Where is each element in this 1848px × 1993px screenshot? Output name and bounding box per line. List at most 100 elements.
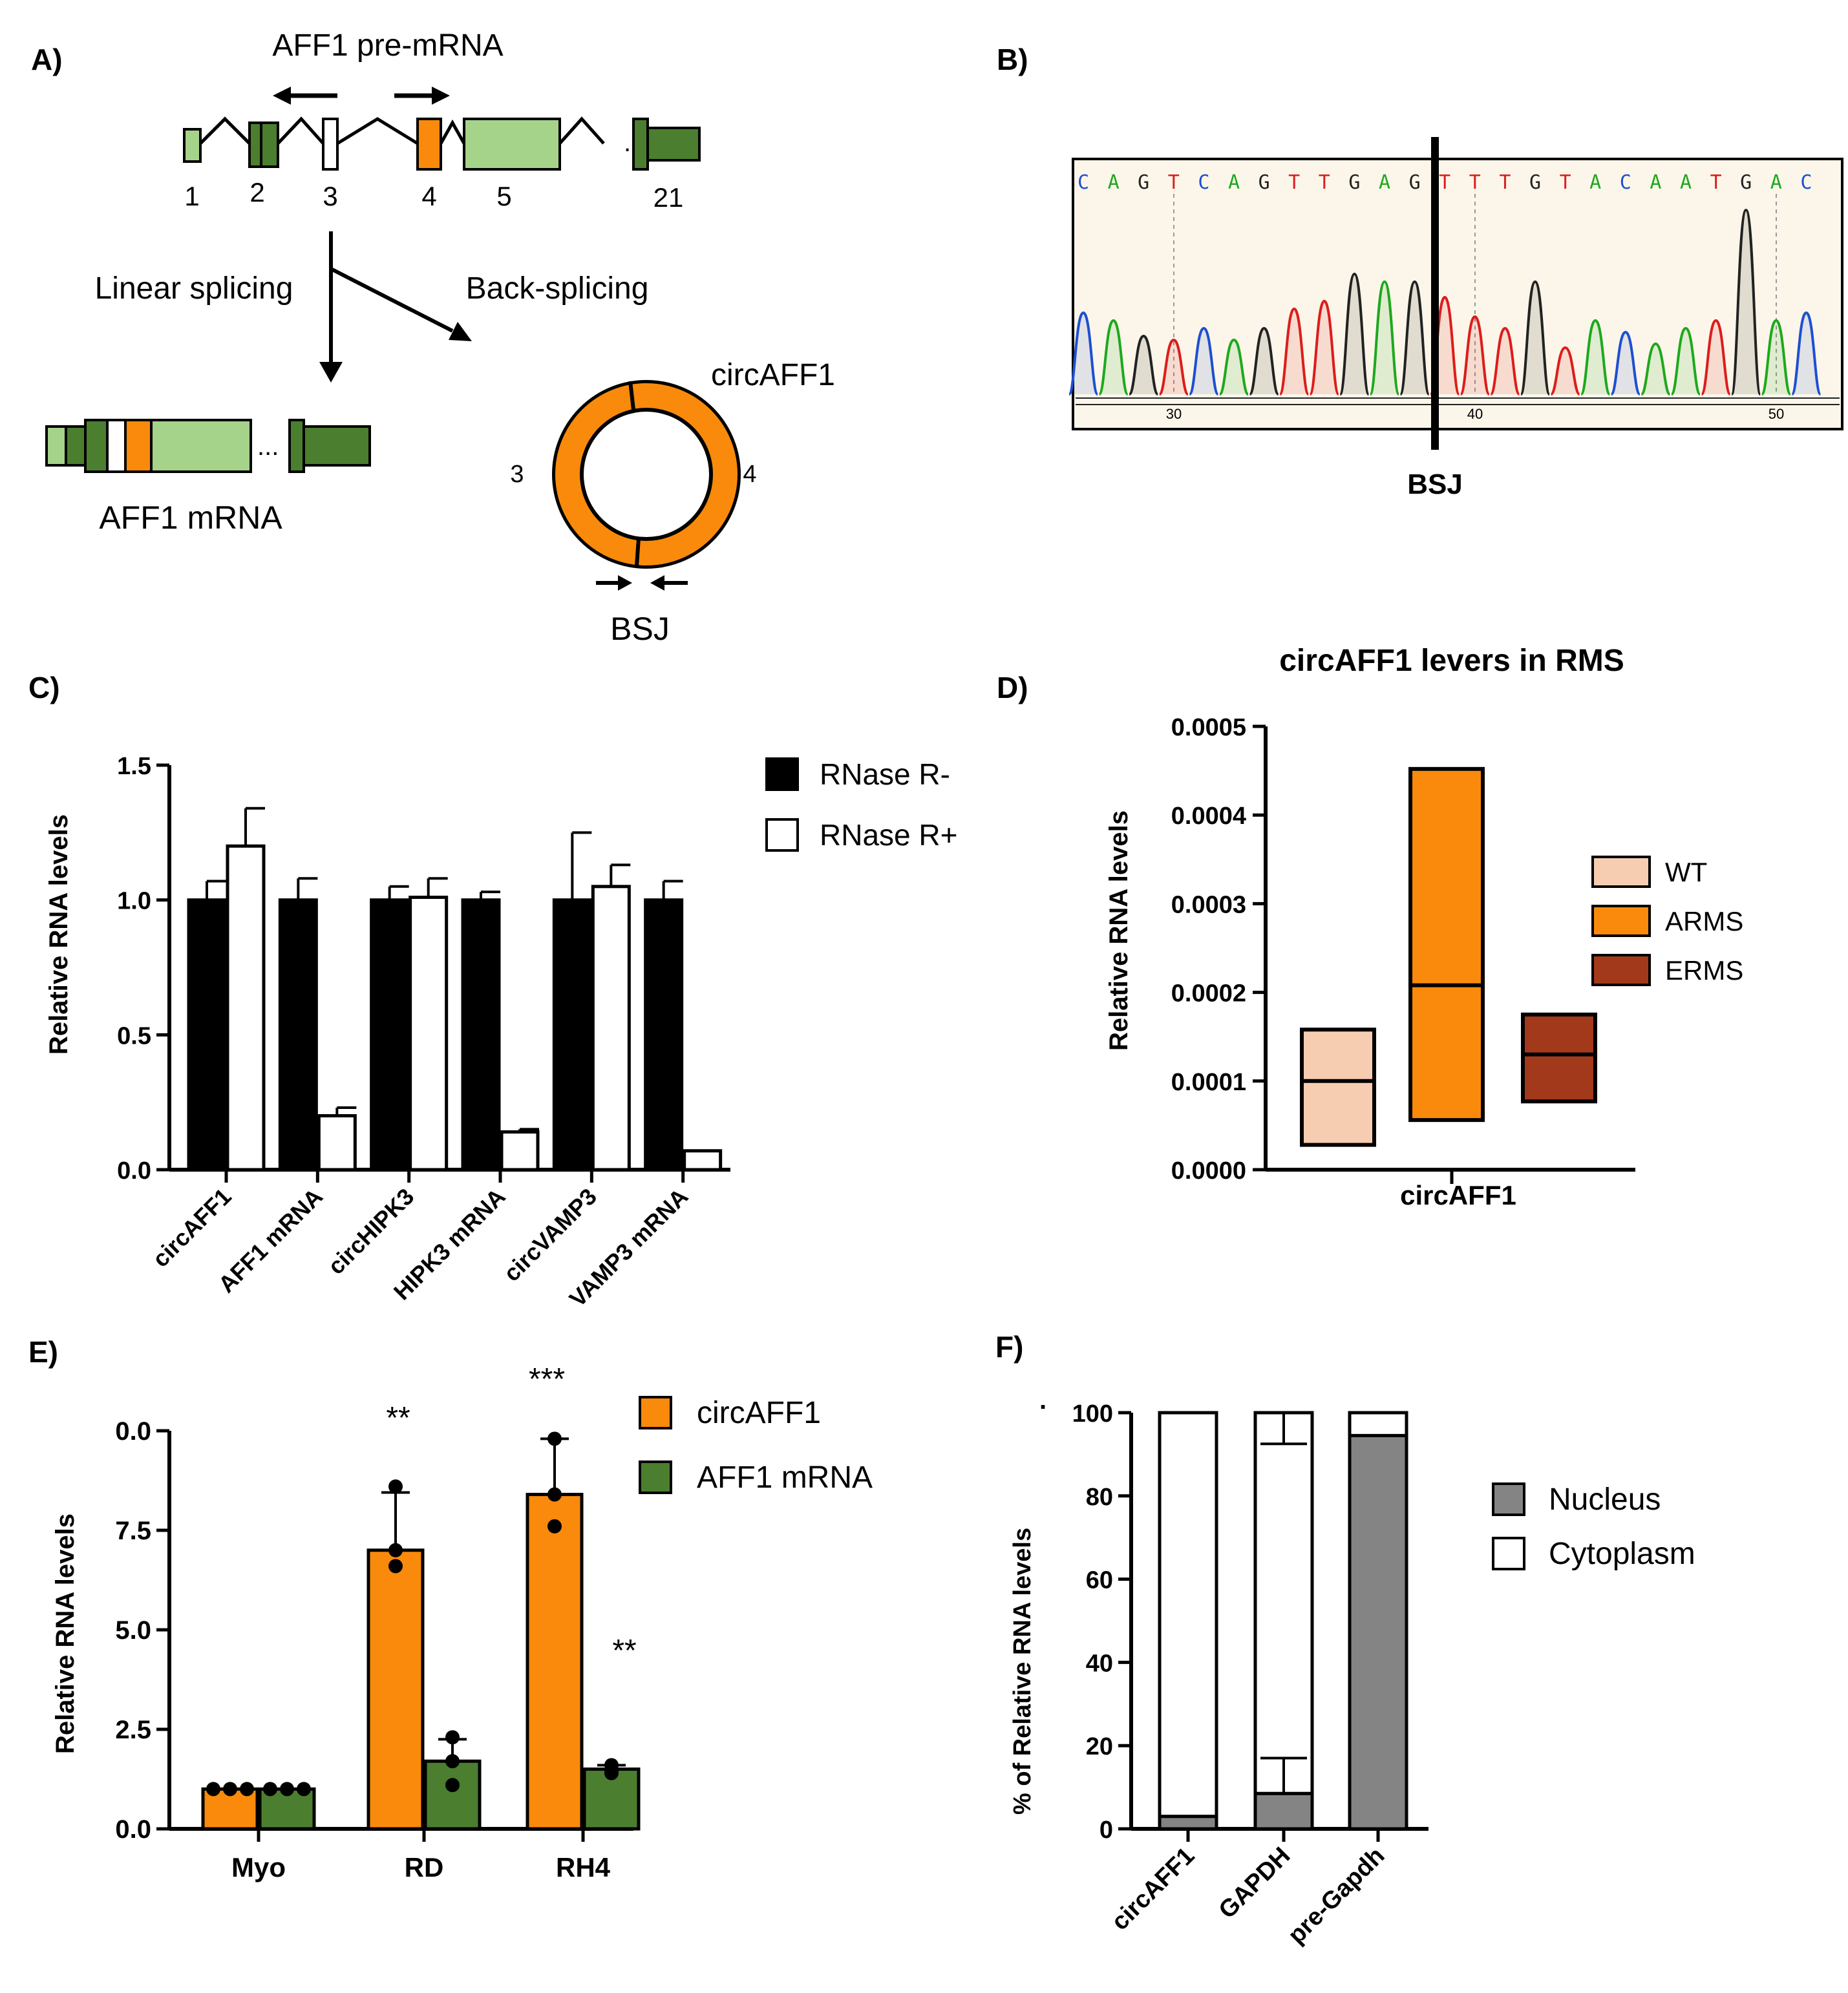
e-point-2-0-0 [547, 1431, 562, 1446]
sequence-base-1-C: C [1078, 171, 1089, 194]
panel-d-xlabel: circAFF1 [1400, 1180, 1516, 1210]
sequence-base-4-T: T [1168, 171, 1180, 194]
legend-label-rnase-plus: RNase R+ [820, 818, 957, 852]
panel-f-fractionation-chart: F) . % of Relative RNA levels 0 20 40 60 80 1… [995, 1330, 1695, 1949]
panel-e-bars: ******* [201, 1362, 641, 1831]
c-bar-VAMP3-mRNA-rnase-plus [683, 1149, 723, 1172]
e-ytick-label-4: 0.0 [115, 1417, 151, 1446]
trace-peak-15-T [1489, 326, 1521, 395]
sequence-base-15-T: T [1499, 171, 1511, 194]
exon-number-21: 21 [653, 182, 684, 213]
circaff1-ring-fill [555, 383, 738, 565]
sequence-base-6-A: A [1228, 171, 1240, 194]
bsj-label-a: BSJ [610, 611, 670, 647]
panel-e-label: E) [28, 1335, 58, 1369]
sequence-base-9-T: T [1319, 171, 1330, 194]
sequence-base-17-T: T [1560, 171, 1571, 194]
e-ytick-label-3: 7.5 [115, 1517, 151, 1545]
c-bar-circAFF1-rnase-minus [187, 898, 227, 1172]
mrna-exon-4 [124, 419, 153, 473]
panel-c-bars [187, 807, 723, 1172]
e-point-0-1-1 [280, 1782, 294, 1797]
mrna-exon-21-front [288, 419, 305, 473]
trace-peak-17-T [1549, 346, 1581, 395]
circ-exon-4-label: 4 [743, 461, 756, 488]
sequence-base-25-C: C [1800, 171, 1812, 194]
f-ytick-label-4: 80 [1086, 1484, 1113, 1511]
c-bar-HIPK3-mRNA-rnase-plus [500, 1130, 540, 1172]
circ-exon-3-label: 3 [510, 461, 524, 488]
e-point-0-0-0 [206, 1782, 220, 1797]
e-xtick-label-2: RH4 [556, 1852, 611, 1882]
f-bar-pre-gapdh-nucleus [1348, 1433, 1408, 1831]
panel-f-bars [1158, 1411, 1408, 1831]
trace-peak-23-G [1730, 208, 1762, 395]
trace-peak-24-A [1760, 319, 1792, 395]
panel-e-legend: circAFF1 AFF1 mRNA [639, 1396, 873, 1495]
c-bar-AFF1-mRNA-rnase-plus [317, 1114, 357, 1172]
mrna-exon-1 [45, 425, 67, 467]
c-bar-circHIPK3-rnase-minus [370, 898, 410, 1172]
f-bar-circaff1-cytoplasm [1158, 1411, 1218, 1819]
trace-peak-4-T [1158, 338, 1189, 395]
exon-2-narrow [260, 121, 279, 168]
f-ytick-label-5: 100 [1072, 1400, 1113, 1428]
d-ytick-label-3: 0.0003 [1171, 891, 1246, 918]
e-point-2-1-2 [604, 1766, 619, 1780]
panel-d-label: D) [997, 671, 1028, 704]
sequence-base-3-G: G [1138, 171, 1149, 194]
c-bar-circHIPK3-rnase-plus [409, 895, 449, 1172]
panel-d-axes: 0.0000 0.0001 0.0002 0.0003 0.0004 0.0005 [1171, 714, 1635, 1185]
legend-label-arms: ARMS [1665, 906, 1743, 936]
d-box-erms [1521, 1012, 1597, 1104]
legend-swatch-aff1-mrna [639, 1460, 672, 1494]
e-bar-rd-circaff1 [366, 1548, 425, 1831]
legend-swatch-circaff1 [639, 1396, 672, 1429]
circaff1-ring-inner [580, 408, 713, 541]
panel-d-rms-chart: D) circAFF1 levers in RMS Relative RNA l… [997, 644, 1743, 1210]
trace-peak-2-A [1098, 319, 1129, 395]
e-point-1-1-2 [445, 1778, 460, 1793]
sequence-base-5-C: C [1198, 171, 1209, 194]
e-point-2-0-2 [547, 1519, 562, 1534]
panel-f-ylabel: % of Relative RNA levels [1009, 1528, 1036, 1815]
sequence-base-11-A: A [1379, 171, 1390, 194]
c-xtick-label-0: circAFF1 [147, 1183, 237, 1272]
c-bar-circVAMP3-rnase-plus [591, 885, 631, 1172]
trace-peak-16-G [1520, 280, 1551, 395]
circaff1-label: circAFF1 [711, 358, 835, 392]
legend-swatch-arms [1591, 905, 1651, 937]
sequence-base-10-G: G [1348, 171, 1360, 194]
bsj-label-b: BSJ [1407, 469, 1463, 500]
chromatogram-frame [1072, 158, 1843, 430]
e-significance-1: *** [529, 1362, 565, 1397]
linear-splicing-label: Linear splicing [95, 271, 293, 306]
c-ytick-label-1: 0.5 [117, 1022, 151, 1049]
e-point-1-0-0 [388, 1479, 403, 1494]
f-bar-circaff1-nucleus [1158, 1815, 1218, 1831]
trace-peak-10-G [1339, 272, 1370, 395]
f-xtick-label-0: circAFF1 [1107, 1842, 1200, 1936]
e-point-2-0-1 [547, 1487, 562, 1502]
panel-d-boxes [1300, 766, 1597, 1147]
panel-c-label: C) [28, 671, 60, 704]
legend-swatch-cytoplasm [1492, 1537, 1525, 1570]
c-bar-AFF1-mRNA-rnase-minus [278, 898, 318, 1172]
sequence-base-18-A: A [1589, 171, 1601, 194]
panel-d-title: circAFF1 levers in RMS [1279, 644, 1624, 678]
sequence-base-8-T: T [1288, 171, 1300, 194]
exon-5 [463, 118, 561, 171]
panel-c-legend: RNase R- RNase R+ [765, 757, 957, 852]
e-ytick-label-2: 5.0 [115, 1616, 151, 1645]
mrna-exon-21 [303, 425, 371, 467]
mrna-exon-3 [106, 419, 127, 473]
panel-a-label: A) [31, 43, 63, 76]
legend-label-wt: WT [1665, 857, 1707, 887]
exon-1 [183, 128, 202, 163]
e-point-0-1-2 [297, 1782, 311, 1797]
back-splicing-label: Back-splicing [466, 271, 649, 306]
legend-swatch-rnase-minus [765, 757, 799, 791]
panel-d-legend: WT ARMS ERMS [1591, 856, 1743, 986]
